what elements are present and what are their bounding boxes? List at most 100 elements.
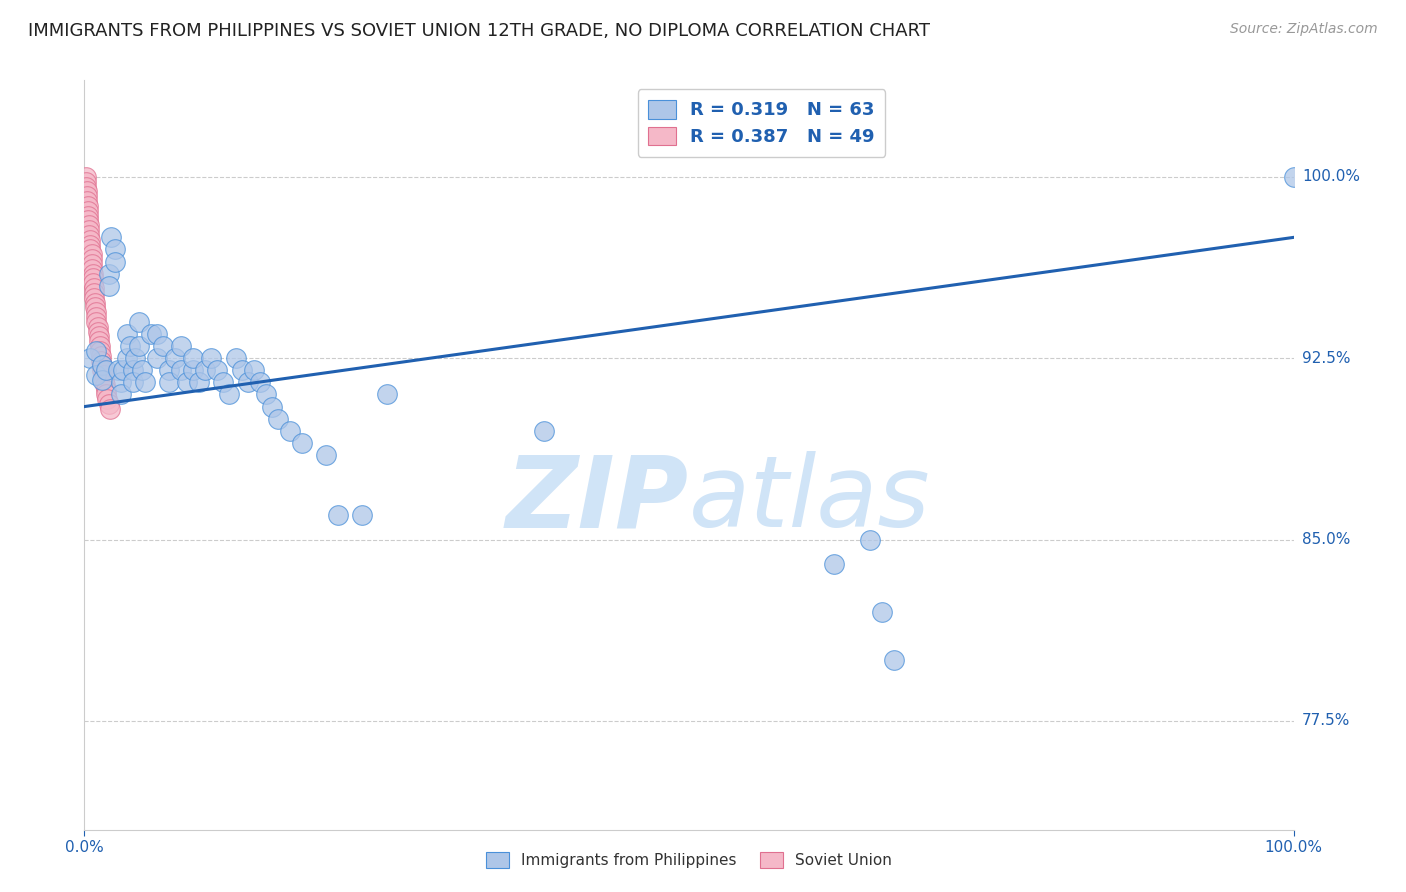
Point xyxy=(79,351,101,366)
Point xyxy=(77,219,100,233)
Point xyxy=(533,424,555,438)
Point xyxy=(146,327,169,342)
Text: IMMIGRANTS FROM PHILIPPINES VS SOVIET UNION 12TH GRADE, NO DIPLOMA CORRELATION C: IMMIGRANTS FROM PHILIPPINES VS SOVIET UN… xyxy=(28,22,931,40)
Text: 92.5%: 92.5% xyxy=(1302,351,1350,366)
Point xyxy=(146,351,169,366)
Point xyxy=(176,376,198,390)
Point xyxy=(291,435,314,450)
Point xyxy=(120,339,142,353)
Point xyxy=(200,351,222,366)
Point xyxy=(883,653,905,667)
Point xyxy=(170,339,193,353)
Point xyxy=(352,508,374,523)
Point xyxy=(80,247,103,261)
Point xyxy=(107,363,129,377)
Point xyxy=(115,351,138,366)
Point xyxy=(77,223,100,237)
Point xyxy=(86,325,108,339)
Point xyxy=(84,295,107,310)
Text: atlas: atlas xyxy=(689,451,931,549)
Point xyxy=(83,285,105,300)
Point xyxy=(79,237,101,252)
Point xyxy=(97,278,120,293)
Point xyxy=(91,363,114,377)
Point xyxy=(110,387,132,401)
Point xyxy=(181,363,204,377)
Point xyxy=(94,377,117,392)
Point xyxy=(77,213,100,227)
Point xyxy=(96,392,118,407)
Point xyxy=(278,424,301,438)
Point xyxy=(90,353,112,368)
Point xyxy=(181,351,204,366)
Point xyxy=(98,402,121,417)
Point xyxy=(77,227,100,242)
Point xyxy=(112,363,135,377)
Point xyxy=(97,397,120,411)
Point xyxy=(86,305,108,319)
Text: 85.0%: 85.0% xyxy=(1302,532,1350,547)
Point xyxy=(79,243,101,257)
Point xyxy=(86,343,108,358)
Point xyxy=(188,376,211,390)
Point xyxy=(157,376,180,390)
Point xyxy=(97,267,120,281)
Point xyxy=(328,508,350,523)
Point xyxy=(83,291,105,305)
Point xyxy=(315,448,337,462)
Point xyxy=(89,343,111,358)
Point xyxy=(80,252,103,267)
Point xyxy=(91,373,114,387)
Legend: Immigrants from Philippines, Soviet Union: Immigrants from Philippines, Soviet Unio… xyxy=(479,847,898,874)
Text: 77.5%: 77.5% xyxy=(1302,714,1350,728)
Point xyxy=(91,359,114,373)
Point xyxy=(77,209,100,223)
Point xyxy=(267,411,290,425)
Point xyxy=(872,605,894,619)
Point xyxy=(249,376,271,390)
Point xyxy=(93,368,115,383)
Point xyxy=(79,233,101,247)
Point xyxy=(254,387,277,401)
Point xyxy=(82,271,104,285)
Point xyxy=(207,363,229,377)
Point xyxy=(165,351,187,366)
Point xyxy=(110,376,132,390)
Point xyxy=(139,327,162,342)
Point xyxy=(823,557,845,571)
Point xyxy=(231,363,253,377)
Point xyxy=(121,363,143,377)
Point xyxy=(77,199,100,213)
Point xyxy=(1282,169,1305,184)
Point xyxy=(86,315,108,329)
Point xyxy=(128,315,150,329)
Point xyxy=(225,351,247,366)
Point xyxy=(124,351,146,366)
Point xyxy=(260,400,283,414)
Point xyxy=(194,363,217,377)
Point xyxy=(80,257,103,271)
Point xyxy=(94,363,117,377)
Point xyxy=(76,185,98,199)
Point xyxy=(236,376,259,390)
Point xyxy=(134,376,156,390)
Point xyxy=(76,189,98,203)
Text: Source: ZipAtlas.com: Source: ZipAtlas.com xyxy=(1230,22,1378,37)
Point xyxy=(375,387,398,401)
Text: 100.0%: 100.0% xyxy=(1302,169,1360,185)
Point xyxy=(82,277,104,291)
Point xyxy=(94,383,117,397)
Point xyxy=(115,327,138,342)
Point xyxy=(94,387,117,401)
Point xyxy=(75,169,97,184)
Point xyxy=(212,376,235,390)
Point xyxy=(242,363,264,377)
Point xyxy=(89,339,111,353)
Point xyxy=(76,194,98,208)
Point xyxy=(131,363,153,377)
Point xyxy=(218,387,240,401)
Point xyxy=(128,339,150,353)
Point xyxy=(87,334,110,349)
Point xyxy=(86,310,108,325)
Point xyxy=(86,368,108,383)
